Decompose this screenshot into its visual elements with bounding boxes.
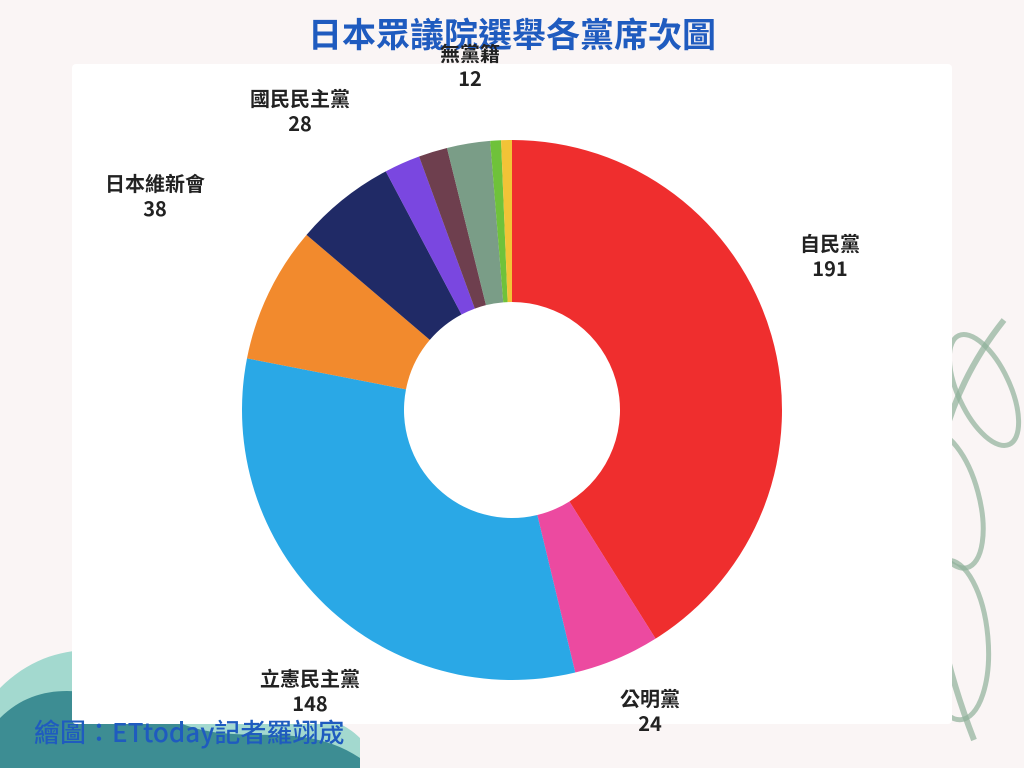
slice-label-value: 38 bbox=[105, 195, 205, 220]
slice-label-日本維新會: 日本維新會38 bbox=[105, 170, 205, 220]
slice-label-name: 立憲民主黨 bbox=[260, 665, 360, 690]
slice-label-name: 自民黨 bbox=[800, 230, 860, 255]
slice-label-無黨籍: 無黨籍12 bbox=[440, 40, 500, 90]
slice-label-name: 國民民主黨 bbox=[250, 85, 350, 110]
slice-label-立憲民主黨: 立憲民主黨148 bbox=[260, 665, 360, 715]
slice-label-value: 191 bbox=[800, 255, 860, 280]
slice-label-name: 公明黨 bbox=[620, 685, 680, 710]
donut-chart bbox=[0, 0, 1024, 768]
slice-label-name: 日本維新會 bbox=[105, 170, 205, 195]
slice-label-公明黨: 公明黨24 bbox=[620, 685, 680, 735]
slice-label-value: 148 bbox=[260, 690, 360, 715]
slice-label-name: 無黨籍 bbox=[440, 40, 500, 65]
slice-label-value: 28 bbox=[250, 110, 350, 135]
slice-label-國民民主黨: 國民民主黨28 bbox=[250, 85, 350, 135]
credit-text: 繪圖：ETtoday記者羅翊宬 bbox=[34, 713, 344, 750]
slice-label-自民黨: 自民黨191 bbox=[800, 230, 860, 280]
slice-立憲民主黨 bbox=[242, 358, 575, 680]
slice-label-value: 12 bbox=[440, 65, 500, 90]
slice-label-value: 24 bbox=[620, 710, 680, 735]
